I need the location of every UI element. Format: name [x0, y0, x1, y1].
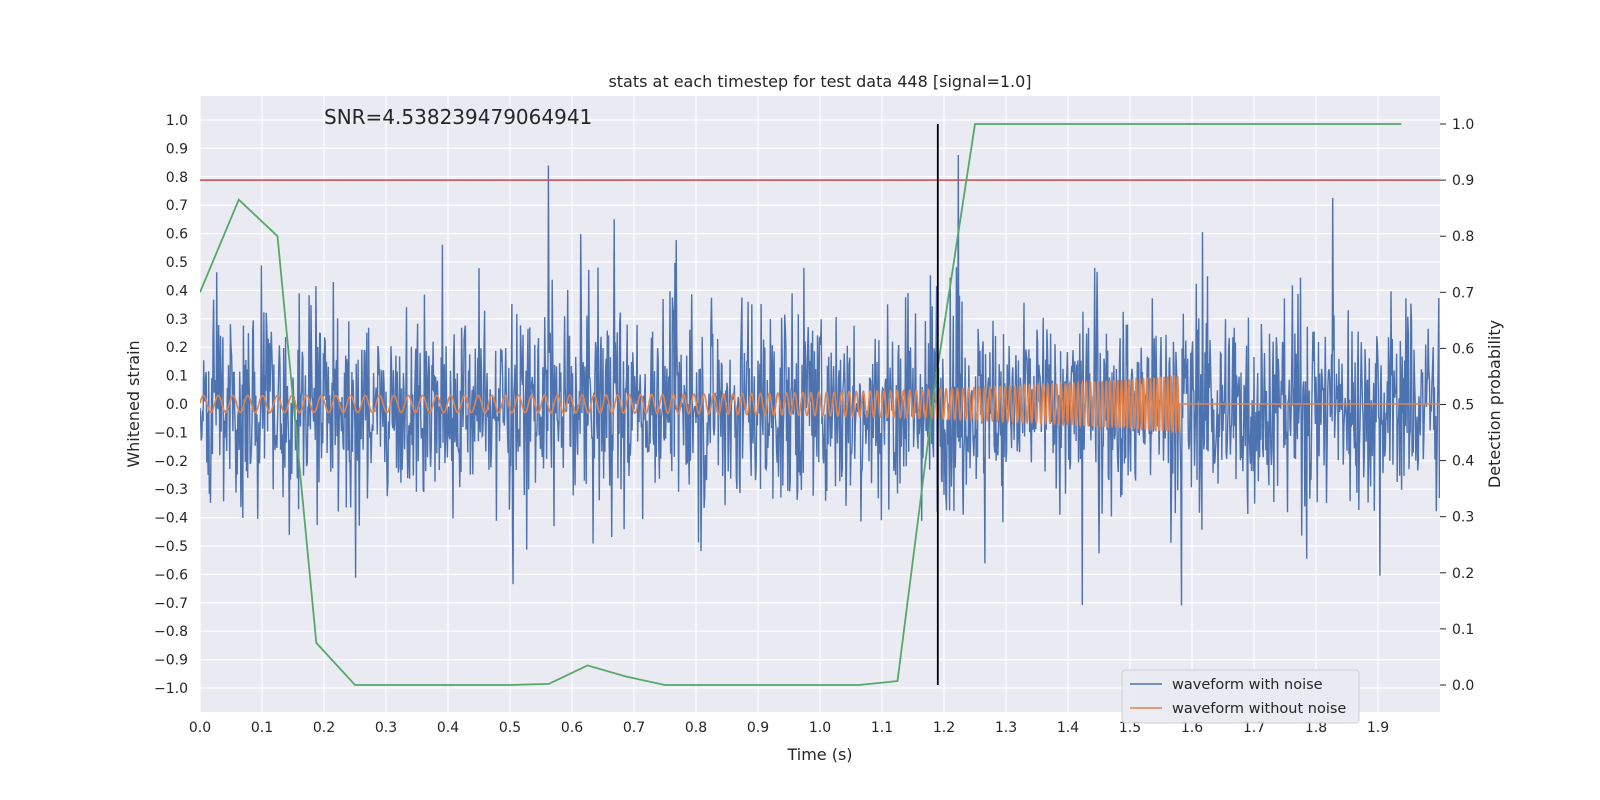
y2-tick-label: 0.8: [1452, 229, 1474, 245]
y2-tick-label: 0.2: [1452, 566, 1474, 582]
y-tick-label: 0.7: [166, 198, 188, 214]
legend-box: [1121, 669, 1360, 724]
y-tick-label: 0.9: [166, 141, 188, 157]
y-tick-label: 0.5: [166, 255, 188, 271]
y2-tick-label: 0.9: [1452, 173, 1474, 189]
y-tick-label: 1.0: [166, 113, 188, 129]
y-tick-label: 0.3: [166, 312, 188, 328]
x-tick-label: 1.2: [933, 720, 955, 736]
x-tick-label: 0.6: [561, 720, 583, 736]
y-tick-label: −0.3: [154, 482, 188, 498]
x-tick-label: 1.4: [1057, 720, 1079, 736]
x-tick-label: 0.1: [251, 720, 273, 736]
x-tick-label: 0.8: [685, 720, 707, 736]
x-tick-label: 1.1: [871, 720, 893, 736]
x-tick-label: 0.7: [623, 720, 645, 736]
x-tick-label: 1.9: [1367, 720, 1389, 736]
series-detection-probability: [200, 123, 1402, 686]
y-tick-label: 0.2: [166, 340, 188, 356]
y-axis-label: Whitened strain: [124, 340, 143, 467]
x-axis-label: Time (s): [786, 745, 852, 764]
x-tick-label: 1.8: [1305, 720, 1327, 736]
y2-axis-label: Detection probability: [1485, 320, 1504, 488]
y-tick-label: 0.0: [166, 397, 188, 413]
y-tick-label: −0.1: [154, 425, 188, 441]
y-tick-label: −1.0: [154, 681, 188, 697]
x-tick-label: 0.2: [313, 720, 335, 736]
y-tick-labels: 1.0 0.9 0.8 0.7 0.6 0.5 0.4 0.3 0.2 0.1 0.0 −0.1 −0.…: [154, 113, 188, 697]
series-waveform-without-noise: [200, 373, 1440, 435]
x-tick-label: 0.4: [437, 720, 459, 736]
x-tick-label: 0.5: [499, 720, 521, 736]
series-waveform-with-noise: [200, 154, 1440, 606]
y2-tick-label: 0.0: [1452, 678, 1474, 694]
y2-tick-label: 0.6: [1452, 341, 1474, 357]
legend-label-clean: waveform without noise: [1172, 701, 1346, 717]
chart-title: stats at each timestep for test data 448…: [608, 72, 1031, 91]
y2-tick-label: 0.1: [1452, 622, 1474, 638]
y2-tick-label: 0.3: [1452, 510, 1474, 526]
y2-tick-label: 1.0: [1452, 117, 1474, 133]
x-tick-label: 0.9: [747, 720, 769, 736]
x-tick-label: 1.0: [809, 720, 831, 736]
y-tick-label: 0.4: [166, 283, 188, 299]
y-tick-label: −0.8: [154, 624, 188, 640]
snr-annotation: SNR=4.538239479064941: [324, 105, 592, 129]
x-tick-label: 0.0: [189, 720, 211, 736]
legend: waveform with noise waveform without noi…: [1121, 669, 1360, 724]
y2-tick-label: 0.4: [1452, 454, 1474, 470]
legend-label-noise: waveform with noise: [1172, 677, 1323, 693]
y-tick-label: 0.8: [166, 170, 188, 186]
y-tick-label: −0.2: [154, 454, 188, 470]
plot-content: [200, 123, 1440, 686]
y-tick-label: 0.6: [166, 227, 188, 243]
x-tick-label: 1.6: [1181, 720, 1203, 736]
y2-tick-labels: 1.0 0.9 0.8 0.7 0.6 0.5 0.4 0.3 0.2 0.1 0.0: [1440, 117, 1474, 694]
x-tick-label: 0.3: [375, 720, 397, 736]
y-tick-label: −0.9: [154, 653, 188, 669]
y2-tick-label: 0.5: [1452, 398, 1474, 414]
x-tick-labels: 0.0 0.1 0.2 0.3 0.4 0.5 0.6 0.7 0.8 0.9 1.0 1.1 1.2 1…: [189, 720, 1389, 736]
y-tick-label: −0.4: [154, 511, 188, 527]
x-tick-label: 1.3: [995, 720, 1017, 736]
x-tick-label: 1.5: [1119, 720, 1141, 736]
y-tick-label: −0.5: [154, 539, 188, 555]
x-tick-label: 1.7: [1243, 720, 1265, 736]
y2-tick-label: 0.7: [1452, 285, 1474, 301]
y-tick-label: −0.6: [154, 567, 188, 583]
y-tick-label: −0.7: [154, 596, 188, 612]
y-tick-label: 0.1: [166, 369, 188, 385]
